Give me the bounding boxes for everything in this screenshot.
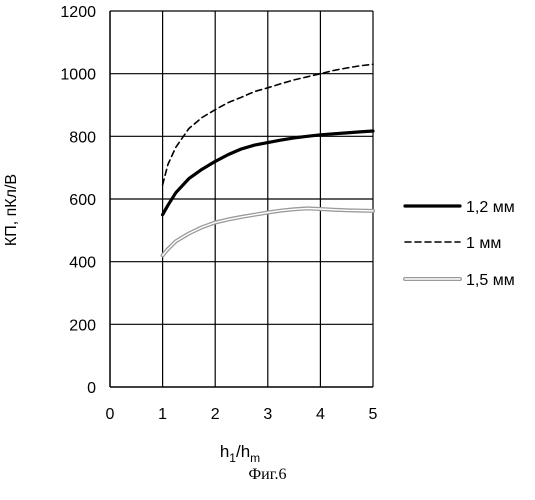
y-tick-label: 800 [69, 129, 96, 146]
figure-caption: Фиг.6 [0, 466, 535, 484]
x-tick-label: 0 [106, 406, 115, 423]
x-axis-label: h1/hm [220, 442, 260, 465]
x-axis-label-sub2: m [250, 451, 260, 465]
x-tick-label: 3 [263, 406, 272, 423]
x-axis-label-main: h [220, 442, 229, 461]
y-tick-label: 600 [69, 192, 96, 209]
y-tick-label: 1200 [60, 4, 96, 21]
y-tick-label: 200 [69, 317, 96, 334]
x-axis-label-sep: /h [236, 442, 250, 461]
y-axis-label: КП, пКл/В [3, 174, 20, 246]
y-tick-label: 0 [87, 380, 96, 397]
grid-lines [110, 11, 373, 387]
y-tick-label: 1000 [60, 67, 96, 84]
x-tick-label: 4 [316, 406, 325, 423]
legend: 1,2 мм 1 мм 1,5 мм [405, 199, 515, 289]
legend-label: 1,2 мм [466, 199, 515, 216]
x-tick-label: 2 [211, 406, 220, 423]
x-tick-label: 5 [369, 406, 378, 423]
y-tick-label: 400 [69, 255, 96, 272]
legend-label: 1 мм [466, 235, 501, 252]
tick-labels: 0 1 2 3 4 5 0 200 400 600 800 1000 1200 [60, 4, 377, 423]
legend-label: 1,5 мм [466, 272, 515, 289]
x-tick-label: 1 [158, 406, 167, 423]
